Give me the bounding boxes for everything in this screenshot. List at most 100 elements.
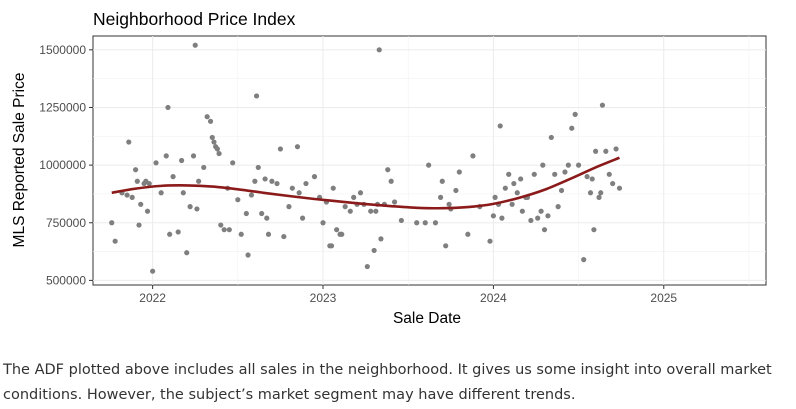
data-point: [584, 174, 590, 180]
data-point: [541, 227, 548, 233]
data-point: [616, 185, 623, 191]
data-point: [540, 162, 546, 168]
data-point: [490, 213, 496, 219]
data-point: [330, 185, 336, 191]
data-point: [294, 144, 301, 150]
data-point: [599, 102, 606, 108]
data-point: [519, 208, 525, 214]
data-point: [178, 157, 185, 164]
data-point: [269, 178, 275, 184]
data-point: [129, 194, 135, 200]
data-point: [581, 257, 587, 263]
data-point: [357, 190, 364, 196]
trend-line: [111, 156, 620, 210]
data-point: [499, 215, 505, 221]
data-point: [439, 178, 445, 184]
data-point: [286, 204, 292, 210]
data-point: [535, 215, 541, 221]
data-point: [591, 227, 597, 233]
data-point: [124, 192, 130, 198]
data-point: [502, 185, 508, 191]
data-point: [511, 180, 517, 187]
y-tick-label: 1000000: [39, 158, 86, 172]
data-point: [207, 118, 214, 124]
data-point: [238, 231, 244, 237]
data-point: [167, 231, 173, 237]
data-point: [598, 190, 604, 196]
data-point: [443, 243, 449, 249]
data-point: [211, 139, 217, 145]
data-point: [606, 171, 612, 177]
data-point: [587, 190, 594, 196]
data-point: [593, 148, 599, 154]
data-point: [528, 217, 534, 224]
data-point: [165, 104, 171, 111]
grid: [93, 36, 766, 285]
data-point: [492, 194, 498, 200]
data-point: [264, 215, 270, 221]
data-point: [385, 167, 391, 173]
data-point: [575, 162, 582, 168]
data-point: [214, 146, 220, 152]
data-point: [277, 146, 284, 152]
data-point: [146, 180, 152, 187]
data-point: [303, 180, 309, 187]
data-point: [289, 185, 295, 191]
data-point: [506, 171, 512, 177]
x-tick-label: 2025: [650, 291, 677, 305]
data-point: [391, 199, 398, 205]
data-point: [437, 194, 444, 200]
data-point: [253, 93, 260, 99]
data-point: [497, 123, 503, 129]
data-point: [548, 134, 554, 141]
data-point: [296, 190, 302, 196]
data-point: [351, 194, 357, 200]
data-points: [109, 42, 623, 274]
y-tick-label: 1250000: [39, 100, 86, 114]
data-point: [613, 146, 619, 152]
data-point: [453, 187, 459, 194]
data-point: [235, 197, 241, 203]
data-point: [414, 220, 420, 226]
data-point: [368, 208, 374, 214]
data-point: [265, 231, 272, 237]
data-point: [334, 227, 340, 233]
data-point: [610, 180, 616, 187]
data-point: [398, 217, 404, 224]
data-point: [376, 47, 382, 53]
data-point: [378, 236, 384, 242]
data-point: [572, 111, 578, 117]
data-point: [562, 169, 568, 175]
x-tick-label: 2024: [480, 291, 507, 305]
data-point: [243, 210, 249, 217]
data-point: [109, 220, 115, 226]
data-point: [184, 250, 190, 256]
data-point: [230, 160, 236, 166]
data-point: [187, 204, 193, 210]
data-point: [470, 153, 476, 159]
data-point: [518, 176, 524, 182]
data-point: [209, 134, 215, 141]
x-axis-label: Sale Date: [393, 310, 461, 327]
data-point: [364, 263, 370, 270]
data-point: [194, 206, 200, 212]
data-point: [216, 150, 222, 157]
data-point: [456, 169, 462, 175]
data-point: [531, 171, 537, 177]
data-point: [569, 125, 575, 131]
data-point: [170, 174, 176, 180]
data-point: [262, 176, 268, 182]
data-point: [192, 42, 198, 48]
data-point: [446, 201, 452, 207]
data-point: [204, 114, 210, 120]
data-point: [299, 215, 306, 221]
price-index-chart: Neighborhood Price Index 500000 750000 100…: [11, 9, 767, 327]
data-point: [596, 194, 602, 200]
data-point: [126, 139, 132, 145]
data-point: [281, 233, 287, 240]
data-point: [558, 187, 565, 194]
data-point: [180, 190, 186, 196]
data-point: [134, 178, 140, 184]
x-tick-label: 2023: [310, 291, 337, 305]
data-point: [248, 192, 255, 198]
